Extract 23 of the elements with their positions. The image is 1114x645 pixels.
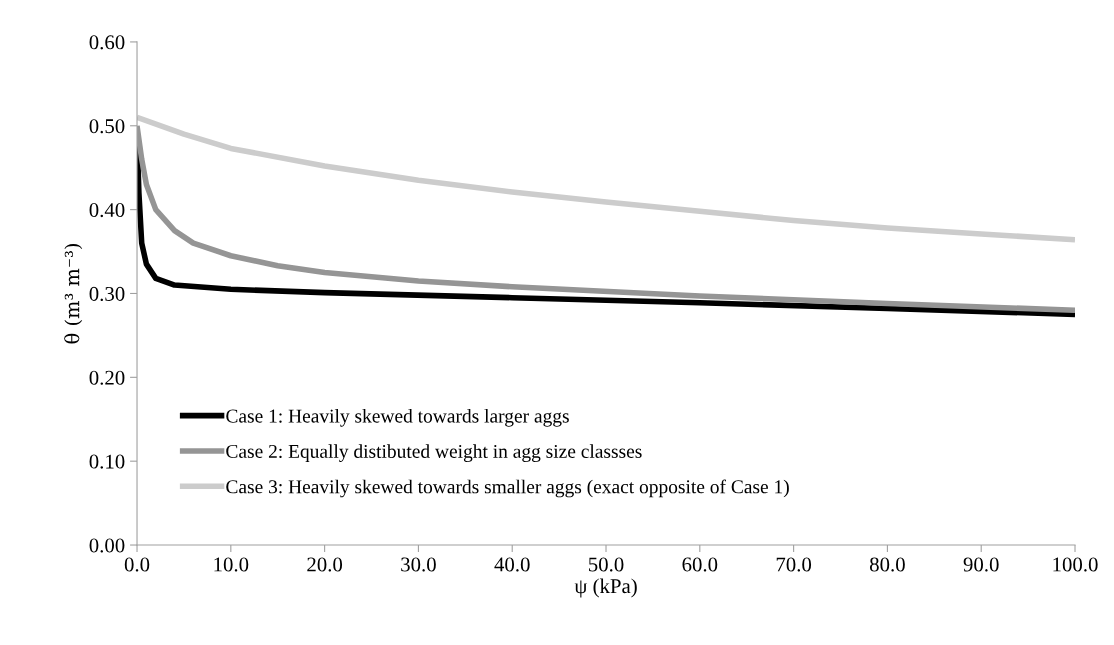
y-tick-label: 0.40	[89, 203, 125, 218]
x-tick-label: 40.0	[494, 557, 530, 572]
x-tick-label: 90.0	[963, 557, 999, 572]
y-axis-title: θ (m³ m⁻³)	[64, 244, 83, 344]
x-tick-label: 100.0	[1053, 557, 1098, 572]
y-tick-label: 0.60	[89, 35, 125, 50]
x-tick-label: 80.0	[869, 557, 905, 572]
x-tick-label: 50.0	[589, 557, 624, 572]
y-tick-label: 0.30	[89, 286, 125, 301]
y-tick-label: 0.20	[89, 370, 125, 385]
x-axis-title: ψ (kPa)	[574, 578, 637, 598]
x-tick-label: 70.0	[776, 557, 812, 572]
x-tick-label: 0.0	[124, 557, 150, 572]
y-tick-label: 0.50	[89, 119, 125, 134]
legend-label: Case 2: Equally distibuted weight in agg size classses	[226, 444, 642, 462]
legend-label: Case 1: Heavily skewed towards larger aggs	[226, 408, 569, 427]
y-tick-label: 0.10	[89, 454, 125, 469]
legend-label: Case 3: Heavily skewed towards smaller aggs (exact opposite of Case 1)	[226, 479, 789, 498]
x-tick-label: 30.0	[401, 557, 436, 572]
y-tick-label: 0.00	[89, 538, 125, 553]
x-tick-label: 20.0	[307, 557, 343, 572]
x-tick-label: 60.0	[682, 557, 718, 572]
x-tick-label: 10.0	[214, 557, 249, 572]
